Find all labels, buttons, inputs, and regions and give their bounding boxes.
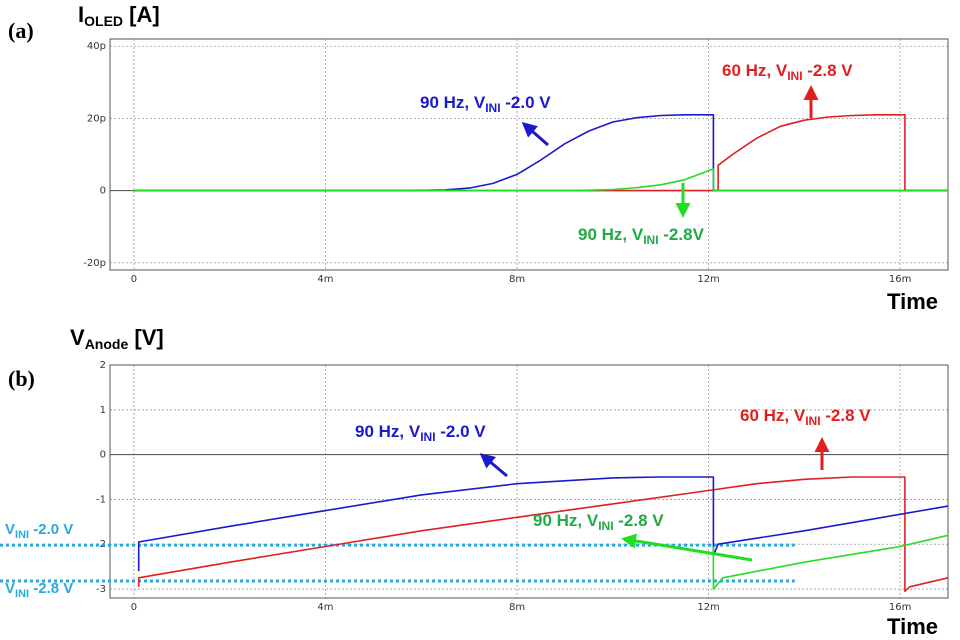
panel-a-x-tick-label: 0 bbox=[131, 274, 137, 285]
panel-b-reference-lines bbox=[0, 543, 795, 583]
panel-b-annotation-green: 90 Hz, VINI -2.8 V bbox=[533, 511, 664, 533]
panel-b-y-tick-label: -2 bbox=[96, 539, 106, 550]
panel-b-arrow-green bbox=[621, 533, 753, 562]
panel-b-y-tick-label: 1 bbox=[100, 405, 106, 416]
panel-b-series-green bbox=[712, 534, 949, 590]
panel-a-y-tick-label: 20p bbox=[87, 113, 106, 124]
panel-b-x-tick-label: 0 bbox=[131, 602, 137, 613]
panel-a-series-green bbox=[133, 168, 948, 192]
panel-b-x-tick-label: 8m bbox=[509, 602, 525, 613]
vini-label-2-8: VINI -2.8 V bbox=[5, 580, 73, 600]
panel-a-x-tick-label: 16m bbox=[889, 274, 911, 285]
panel-a-series bbox=[133, 114, 948, 192]
panel-b-y-tick-label: -3 bbox=[96, 584, 106, 595]
panel-a-annotation-red: 60 Hz, VINI -2.8 V bbox=[722, 61, 853, 83]
panel-a-annotation-blue: 90 Hz, VINI -2.0 V bbox=[420, 93, 551, 115]
panel-a-frame bbox=[109, 38, 949, 271]
panel-a-x-tick-label: 12m bbox=[697, 274, 719, 285]
panel-b-letter: (b) bbox=[8, 366, 35, 391]
panel-a-annotation-green: 90 Hz, VINI -2.8V bbox=[578, 225, 705, 247]
vini-label-2-0: VINI -2.0 V bbox=[5, 521, 73, 541]
panel-b-grid bbox=[110, 364, 948, 598]
panel-b-frame bbox=[109, 364, 949, 599]
panel-a-ticks: 0 4m 8m 12m 16m -20p 0 20p 40p bbox=[83, 41, 911, 285]
panel-b-annotation-blue: 90 Hz, VINI -2.0 V bbox=[355, 422, 486, 444]
panel-a-x-tick-label: 8m bbox=[509, 274, 525, 285]
panel-b-series-blue bbox=[137, 476, 949, 572]
panel-a-y-tick-label: 0 bbox=[100, 186, 106, 197]
panel-b-x-tick-label: 16m bbox=[889, 602, 911, 613]
panel-a-arrow-blue bbox=[521, 122, 549, 147]
panel-b-series bbox=[137, 476, 949, 593]
panel-a-y-tick-label: 40p bbox=[87, 41, 106, 52]
panel-b-x-tick-label: 12m bbox=[697, 602, 719, 613]
panel-b-annotation-red: 60 Hz, VINI -2.8 V bbox=[740, 406, 871, 428]
panel-a-series-blue bbox=[133, 114, 948, 192]
panel-a-x-axis-label: Time bbox=[887, 289, 938, 314]
panel-b-ticks: 0 4m 8m 12m 16m -3 -2 -1 0 1 2 bbox=[96, 360, 911, 613]
panel-b-x-tick-label: 4m bbox=[317, 602, 333, 613]
panel-b-y-tick-label: 0 bbox=[100, 450, 106, 461]
panel-a-y-tick-label: -20p bbox=[83, 258, 106, 269]
panel-a-series-red bbox=[133, 114, 948, 192]
panel-b-arrow-blue bbox=[479, 453, 508, 478]
panel-b-y-axis-label: VAnode [V] bbox=[70, 325, 164, 352]
panel-a-y-axis-label: IOLED [A] bbox=[78, 2, 160, 29]
panel-b-x-axis-label: Time bbox=[887, 614, 938, 639]
panel-b-series-red bbox=[137, 476, 949, 593]
panel-b-y-tick-label: -1 bbox=[96, 494, 106, 505]
panel-b-y-tick-label: 2 bbox=[100, 360, 106, 371]
panel-a-letter: (a) bbox=[8, 18, 34, 43]
panel-b: VAnode [V] (b) 0 4m 8m 12m 16m -3 -2 -1 0 1 2 Time… bbox=[0, 325, 949, 639]
panel-a-x-tick-label: 4m bbox=[317, 274, 333, 285]
panel-a: (a) IOLED [A] 0 4m 8m 12m 16m -20p 0 20p 40p Tim… bbox=[8, 2, 949, 314]
